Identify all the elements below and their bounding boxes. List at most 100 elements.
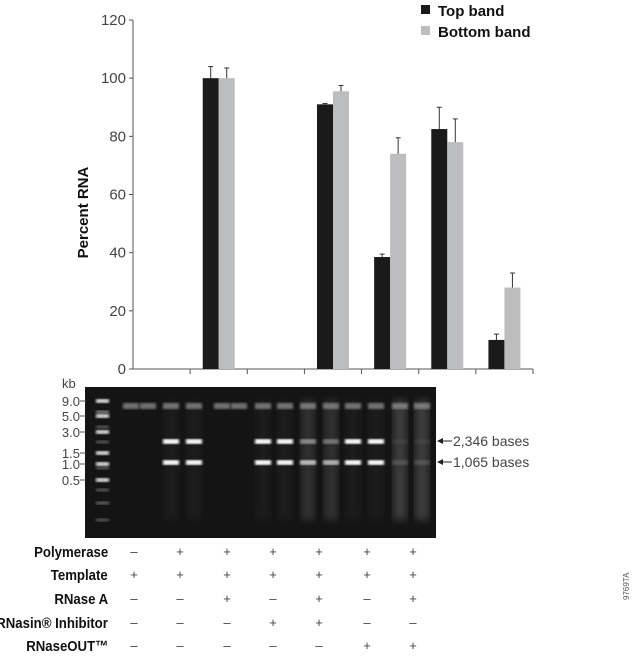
arrowhead-icon [437,459,443,465]
ladder-band [96,440,109,444]
condition-cell: + [409,567,417,582]
condition-label: RNasin® Inhibitor [0,615,108,632]
ladder-band [96,462,109,466]
gel-band-template [277,403,293,409]
condition-cell: – [176,615,184,630]
condition-cell: + [269,615,277,630]
condition-cell: + [223,544,231,559]
y-tick-label: 100 [101,70,126,87]
condition-cell: – [269,638,277,653]
ladder-band [96,399,109,403]
gel-band-template [300,403,316,409]
condition-cell: – [223,615,231,630]
gel-band-template [323,403,339,409]
condition-cell: – [363,591,371,606]
condition-cell: + [269,544,277,559]
gel-band-1065 [392,460,408,465]
bar-bottom-band [333,91,349,370]
condition-cell: + [363,638,371,653]
gel-band-1065 [277,460,293,465]
gel-band-template [414,403,430,409]
y-tick-label: 0 [118,361,126,378]
condition-cell: + [223,591,231,606]
condition-label: RNaseOUT™ [25,638,108,655]
condition-cell: – [130,638,138,653]
gel-band-template [368,403,384,409]
gel-band-1065 [163,460,179,465]
y-tick-label: 60 [109,187,126,204]
gel-band-1065 [300,460,316,465]
ladder-band [96,518,109,522]
condition-cell: – [315,638,323,653]
ladder-label: 5.0 [62,409,80,424]
gel-band-1065 [345,460,361,465]
condition-cell: – [130,615,138,630]
ladder-band [96,430,109,434]
condition-cell: + [315,544,323,559]
condition-cell: – [223,638,231,653]
gel-band-template [345,403,361,409]
legend-label: Top band [438,3,504,20]
bar-top-band [202,78,219,370]
arrowhead-icon [437,438,443,444]
y-tick-label: 80 [109,128,126,145]
condition-label: Template [51,567,108,584]
bar-bottom-band [504,287,521,369]
condition-cell: – [269,591,277,606]
bar-top-band [374,257,391,369]
ladder-band [96,425,109,429]
gel-band-1065 [368,460,384,465]
condition-cell: + [315,591,323,606]
condition-cell: + [363,544,371,559]
gel-band-template [392,403,408,409]
condition-cell: + [409,591,417,606]
ladder-band [96,410,109,414]
ladder-label: 1.5 [62,446,80,461]
condition-cell: – [130,591,138,606]
condition-cell: + [269,567,277,582]
bar-bottom-band [390,153,407,369]
condition-cell: + [363,567,371,582]
gel-band-2346 [392,439,408,444]
bar-bottom-band [218,78,235,370]
condition-label: Polymerase [33,544,108,561]
gel-band-2346 [368,439,384,444]
condition-cell: – [363,615,371,630]
gel-band-1065 [323,460,339,465]
gel-band-2346 [277,439,293,444]
gel-band-template [186,403,202,409]
gel-band-2346 [300,439,316,444]
condition-cell: + [176,567,184,582]
bar-top-band [431,129,448,369]
condition-cell: – [176,638,184,653]
y-tick-label: 120 [101,12,126,29]
condition-label: RNase A [54,591,108,608]
condition-cell: + [176,544,184,559]
y-tick-label: 20 [109,303,126,320]
condition-cell: + [223,567,231,582]
ladder-label: 3.0 [62,425,80,440]
condition-cell: – [130,544,138,559]
bar-bottom-band [447,142,464,369]
gel-band-1065 [414,460,430,465]
gel-band-1065 [255,460,271,465]
gel-band-2346 [186,439,202,444]
figure-id: 9769TA [622,572,631,600]
gel-band-template [123,403,139,409]
gel-band-2346 [323,439,339,444]
ladder-band [96,501,109,505]
ladder-band [96,451,109,455]
condition-cell: + [130,567,138,582]
bar-top-band [488,339,505,369]
y-axis-label: Percent RNA [75,166,92,258]
legend-swatch [421,26,430,35]
ladder-band [96,414,109,418]
condition-cell: + [315,615,323,630]
gel-band-template [163,403,179,409]
gel-band-1065 [186,460,202,465]
gel-band-template [214,403,230,409]
bar-top-band [317,104,333,369]
gel-band-2346 [163,439,179,444]
condition-cell: + [409,638,417,653]
